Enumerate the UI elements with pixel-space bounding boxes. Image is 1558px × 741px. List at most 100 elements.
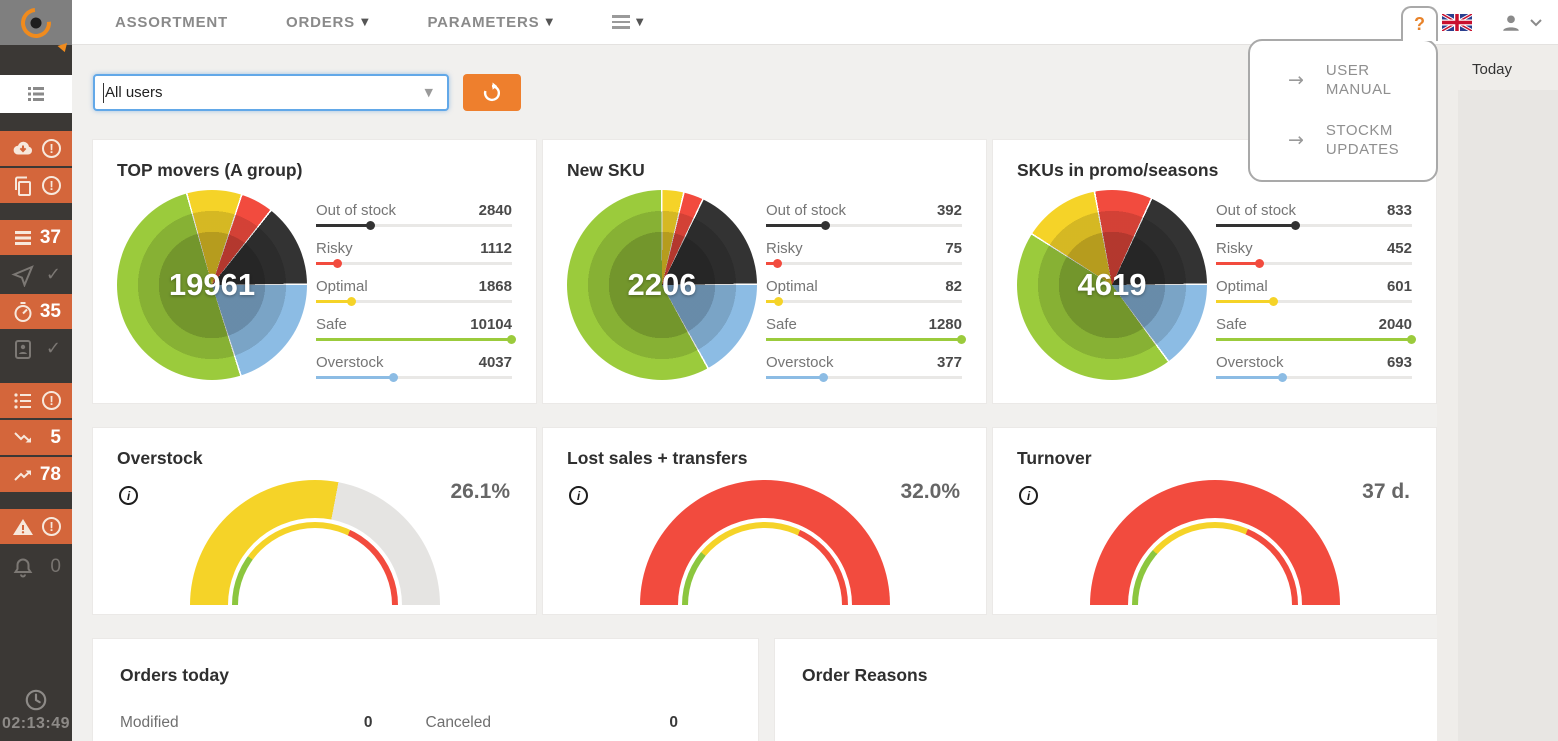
order-reasons-card: Order Reasons	[775, 639, 1437, 741]
warning-icon	[13, 518, 33, 535]
app-logo[interactable]	[0, 0, 72, 58]
refresh-button[interactable]	[463, 74, 521, 111]
session-time: 02:13:49	[1, 715, 71, 732]
legend-item[interactable]: Risky 1112	[316, 240, 512, 268]
nav-more-menu[interactable]: ▼	[611, 15, 645, 29]
legend-dot	[957, 335, 966, 344]
rows-icon	[15, 230, 31, 245]
nav-item-assortment[interactable]: ASSORTMENT	[115, 13, 228, 31]
alert-badge: !	[42, 391, 61, 410]
count-badge: 5	[50, 426, 61, 448]
sidebar-item-list[interactable]: !	[0, 383, 72, 418]
gauge-value: 37 d.	[1362, 480, 1410, 503]
sidebar-item-copy[interactable]: !	[0, 168, 72, 203]
help-menu-item-stockm-updates[interactable]: → STOCKM UPDATES	[1288, 122, 1400, 158]
refresh-icon	[483, 81, 501, 101]
legend-item[interactable]: Overstock 377	[766, 354, 962, 382]
sidebar: !! 37 ✓ 35 ✓! 5 78! 0 02:13:49	[0, 0, 72, 741]
legend-value: 693	[1386, 354, 1412, 371]
info-icon[interactable]: i	[569, 486, 588, 505]
donut-card-top-movers-a-group-: TOP movers (A group) 19961 Out of stock 284…	[93, 140, 536, 403]
donut-card-new-sku: New SKU 2206 Out of stock 392 Risky 75 Optimal…	[543, 140, 986, 403]
logo-ring-icon	[14, 1, 72, 58]
legend-item[interactable]: Safe 1280	[766, 316, 966, 344]
legend-dot	[347, 297, 357, 306]
legend-item[interactable]: Optimal 1868	[316, 278, 512, 306]
donut-chart[interactable]: 19961	[117, 190, 307, 380]
info-icon[interactable]: i	[119, 486, 138, 505]
orders-today-title: Orders today	[120, 665, 229, 685]
help-button[interactable]: ?	[1401, 6, 1438, 41]
sidebar-item-trend-down[interactable]: 5	[0, 420, 72, 455]
help-popup-menu: → USER MANUAL → STOCKM UPDATES	[1248, 39, 1438, 182]
legend-label: Overstock	[316, 354, 384, 371]
legend-track	[316, 373, 512, 382]
send-icon	[11, 264, 34, 287]
legend-item[interactable]: Optimal 601	[1216, 278, 1412, 306]
legend-value: 377	[936, 354, 962, 371]
sidebar-item-bell[interactable]: 0	[0, 549, 72, 584]
legend-item[interactable]: Safe 10104	[316, 316, 516, 344]
copy-icon	[15, 176, 31, 196]
user-filter-value: All users	[105, 84, 163, 101]
legend-item[interactable]: Risky 75	[766, 240, 962, 268]
user-icon	[1503, 14, 1519, 31]
gauge-chart[interactable]	[1089, 480, 1340, 605]
uk-flag-icon	[1442, 14, 1472, 31]
legend-label: Optimal	[316, 278, 368, 295]
legend-track	[766, 221, 962, 230]
legend-item[interactable]: Out of stock 2840	[316, 202, 512, 230]
nav-item-parameters[interactable]: PARAMETERS ▼	[427, 13, 554, 31]
legend-dot	[772, 259, 782, 268]
nav-item-orders[interactable]: ORDERS ▼	[286, 13, 370, 31]
gauge-chart[interactable]	[639, 480, 890, 605]
chart-legend: Out of stock 392 Risky 75 Optimal 82 Safe 1280 O…	[766, 202, 966, 392]
sidebar-item-dashboard[interactable]	[0, 75, 72, 113]
legend-value: 82	[945, 278, 962, 295]
sidebar-item-timer[interactable]: 35	[0, 294, 72, 329]
legend-item[interactable]: Overstock 693	[1216, 354, 1412, 382]
donut-chart[interactable]: 2206	[567, 190, 757, 380]
legend-dot	[773, 297, 783, 306]
card-title: Lost sales + transfers	[567, 448, 748, 468]
info-icon[interactable]: i	[1019, 486, 1038, 505]
help-menu-item-user-manual[interactable]: → USER MANUAL	[1288, 62, 1392, 98]
card-title: Turnover	[1017, 448, 1092, 468]
donut-chart[interactable]: 4619	[1017, 190, 1207, 380]
legend-label: Optimal	[766, 278, 818, 295]
sidebar-item-send[interactable]: ✓	[0, 257, 72, 292]
sidebar-item-warning[interactable]: !	[0, 509, 72, 544]
gauge-card-lost-sales-transfers: Lost sales + transfers i 32.0%	[543, 428, 986, 614]
legend-item[interactable]: Optimal 82	[766, 278, 962, 306]
sidebar-item-cloud-download[interactable]: !	[0, 131, 72, 166]
legend-track	[1216, 297, 1412, 306]
legend-item[interactable]: Safe 2040	[1216, 316, 1416, 344]
chevron-down-icon: ▼	[360, 16, 370, 28]
legend-label: Safe	[316, 316, 347, 333]
bell-icon	[13, 557, 33, 577]
sidebar-item-trend-up[interactable]: 78	[0, 457, 72, 492]
gauge-chart[interactable]	[189, 480, 440, 605]
badge-icon	[15, 339, 31, 359]
legend-item[interactable]: Out of stock 392	[766, 202, 962, 230]
user-filter-select[interactable]: All users ▼	[93, 74, 449, 111]
sidebar-item-rows[interactable]: 37	[0, 220, 72, 255]
legend-label: Overstock	[766, 354, 834, 371]
legend-item[interactable]: Risky 452	[1216, 240, 1412, 268]
legend-item[interactable]: Overstock 4037	[316, 354, 512, 382]
today-timeline-block[interactable]	[1458, 90, 1558, 741]
legend-dot	[1268, 297, 1278, 306]
legend-value: 833	[1386, 202, 1412, 219]
legend-label: Overstock	[1216, 354, 1284, 371]
legend-item[interactable]: Out of stock 833	[1216, 202, 1412, 230]
gauge-card-turnover: Turnover i 37 d.	[993, 428, 1436, 614]
list-icon	[14, 392, 31, 409]
legend-track	[766, 335, 966, 344]
donut-total: 4619	[1077, 267, 1147, 302]
user-account-menu[interactable]	[1500, 12, 1542, 34]
trend-down-icon	[14, 431, 31, 442]
sidebar-item-badge[interactable]: ✓	[0, 331, 72, 366]
legend-value: 601	[1386, 278, 1412, 295]
language-flag-uk[interactable]	[1442, 14, 1472, 31]
arrow-right-icon: →	[1288, 69, 1304, 91]
